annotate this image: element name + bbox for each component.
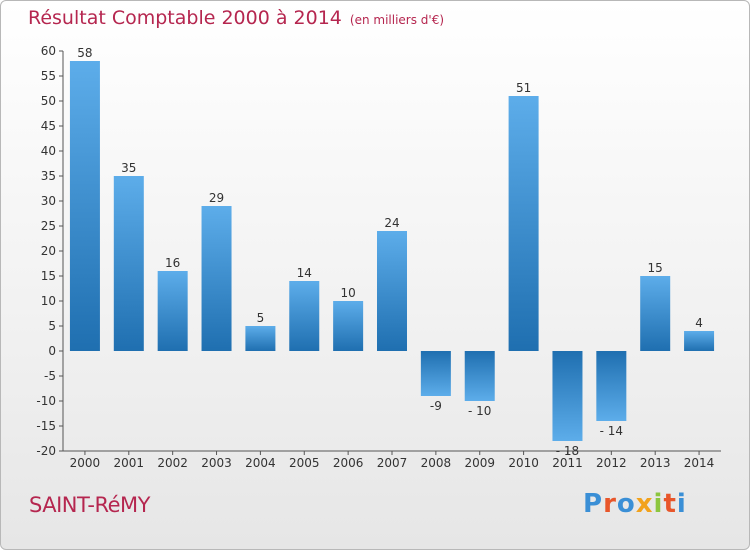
x-tick-label: 2013 xyxy=(640,456,671,470)
y-tick-label: 45 xyxy=(41,119,56,133)
chart-title-text: Résultat Comptable 2000 à 2014 xyxy=(28,7,342,29)
proxiti-logo: Proxiti xyxy=(583,489,687,519)
bar-2009 xyxy=(464,351,495,401)
value-label-2003: 29 xyxy=(209,191,224,205)
y-tick-label: -15 xyxy=(36,419,56,433)
x-tick-label: 2009 xyxy=(464,456,495,470)
value-label-2002: 16 xyxy=(165,256,180,270)
value-label-2009: - 10 xyxy=(468,404,491,418)
logo-letter: o xyxy=(616,489,636,519)
bar-2003 xyxy=(201,206,232,351)
y-tick-label: 50 xyxy=(41,94,56,108)
logo-letter: r xyxy=(603,489,617,519)
bar-2004 xyxy=(245,326,276,351)
y-tick-label: 35 xyxy=(41,169,56,183)
y-tick-label: 40 xyxy=(41,144,56,158)
bar-2005 xyxy=(289,281,320,351)
y-tick-label: -10 xyxy=(36,394,56,408)
chart-subtitle: (en milliers d'€) xyxy=(349,13,445,27)
bar-2013 xyxy=(640,276,671,351)
y-tick-label: -5 xyxy=(44,369,56,383)
x-tick-label: 2000 xyxy=(70,456,101,470)
y-tick-label: 55 xyxy=(41,69,56,83)
y-tick-label: 0 xyxy=(48,344,56,358)
value-label-2001: 35 xyxy=(121,161,136,175)
value-label-2011: - 18 xyxy=(556,444,579,458)
x-tick-label: 2002 xyxy=(157,456,188,470)
y-tick-label: 60 xyxy=(41,44,56,58)
value-label-2012: - 14 xyxy=(600,424,623,438)
x-tick-label: 2014 xyxy=(684,456,715,470)
bar-2008 xyxy=(420,351,451,396)
y-tick-label: 5 xyxy=(48,319,56,333)
value-label-2006: 10 xyxy=(340,286,355,300)
bar-2000 xyxy=(69,61,100,351)
x-tick-label: 2007 xyxy=(377,456,408,470)
x-tick-label: 2011 xyxy=(552,456,583,470)
value-label-2005: 14 xyxy=(297,266,312,280)
bar-2012 xyxy=(596,351,627,421)
value-label-2013: 15 xyxy=(648,261,663,275)
x-tick-label: 2003 xyxy=(201,456,232,470)
y-tick-label: 10 xyxy=(41,294,56,308)
value-label-2008: -9 xyxy=(430,399,442,413)
logo-letter: t xyxy=(663,489,677,519)
y-tick-label: 25 xyxy=(41,219,56,233)
value-label-2004: 5 xyxy=(257,311,265,325)
logo-letter: i xyxy=(676,489,687,519)
logo-letter: i xyxy=(653,489,664,519)
value-label-2010: 51 xyxy=(516,81,531,95)
logo-letter: P xyxy=(583,489,604,519)
x-tick-label: 2010 xyxy=(508,456,539,470)
y-tick-label: 15 xyxy=(41,269,56,283)
x-tick-label: 2008 xyxy=(421,456,452,470)
logo-letter: x xyxy=(635,489,654,519)
bar-2014 xyxy=(684,331,715,351)
y-tick-label: -20 xyxy=(36,444,56,458)
chart-title: Résultat Comptable 2000 à 2014 (en millie… xyxy=(28,7,444,29)
value-label-2000: 58 xyxy=(77,46,92,60)
bar-2007 xyxy=(377,231,407,351)
x-tick-label: 2001 xyxy=(114,456,145,470)
y-tick-label: 20 xyxy=(41,244,56,258)
bar-2006 xyxy=(333,301,364,351)
bar-2002 xyxy=(157,271,188,351)
value-label-2014: 4 xyxy=(695,316,703,330)
value-label-2007: 24 xyxy=(384,216,399,230)
bar-2011 xyxy=(552,351,583,441)
x-tick-label: 2004 xyxy=(245,456,276,470)
x-tick-label: 2005 xyxy=(289,456,320,470)
bar-2010 xyxy=(508,96,539,351)
bar-2001 xyxy=(113,176,144,351)
y-tick-label: 30 xyxy=(41,194,56,208)
x-tick-label: 2012 xyxy=(596,456,627,470)
x-tick-label: 2006 xyxy=(333,456,364,470)
commune-name: SAINT-RéMY xyxy=(29,493,150,517)
